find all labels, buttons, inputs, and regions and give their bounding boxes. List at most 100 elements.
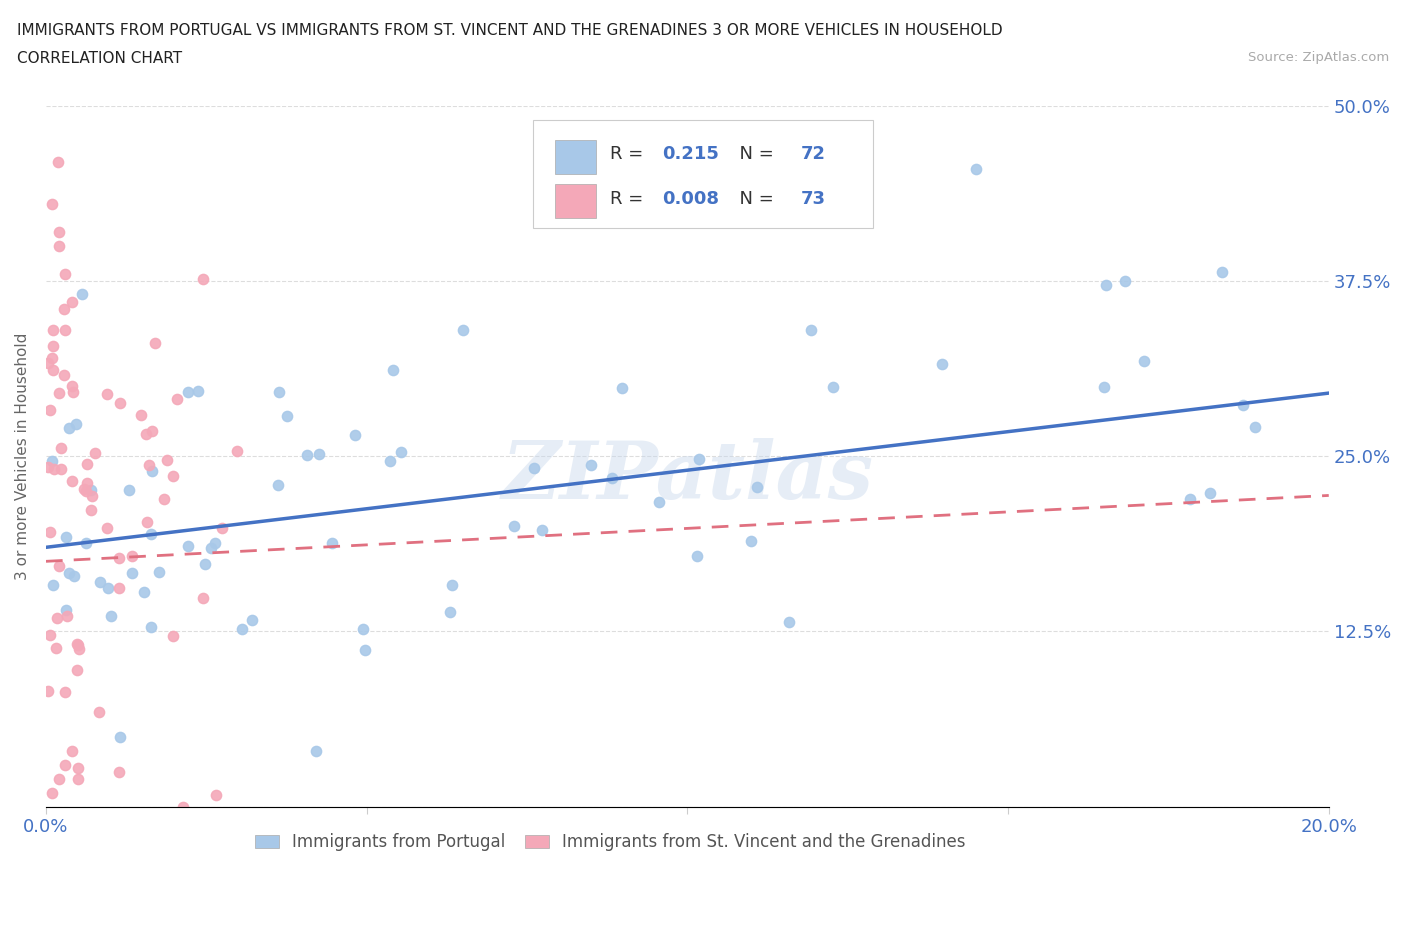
Point (45, 640, 67, 655)
Point (747, 480, 769, 495)
Point (37, 459, 59, 474)
Point (688, 451, 710, 466)
Point (67, 642, 90, 657)
Point (80, 489, 103, 504)
Point (97, 581, 120, 596)
Point (38, 525, 60, 539)
Text: R =: R = (610, 190, 650, 208)
Point (200, 540, 222, 555)
Point (389, 445, 412, 459)
Point (56, 608, 79, 623)
Point (117, 483, 139, 498)
Point (141, 619, 163, 634)
Point (177, 385, 200, 400)
Point (451, 322, 474, 337)
Point (194, 557, 217, 572)
Point (440, 578, 463, 592)
Point (1232, 398, 1254, 413)
Point (49, 441, 72, 456)
Point (55, 530, 77, 545)
Text: R =: R = (610, 145, 650, 163)
Point (187, 384, 209, 399)
Point (143, 336, 166, 351)
Point (148, 565, 170, 579)
Point (579, 458, 602, 472)
Point (610, 380, 633, 395)
Point (141, 526, 163, 541)
Point (48, 559, 70, 574)
Point (240, 613, 263, 628)
Point (49, 461, 72, 476)
Point (60, 473, 83, 488)
Point (39, 628, 62, 643)
Point (344, 428, 367, 443)
Point (53, 267, 76, 282)
Point (522, 460, 544, 475)
Point (740, 534, 762, 549)
Point (204, 536, 226, 551)
Point (75, 536, 97, 551)
Point (80, 483, 103, 498)
Point (382, 363, 405, 378)
Point (66, 662, 89, 677)
Point (84, 445, 107, 460)
Point (778, 615, 800, 630)
Point (67, 761, 90, 776)
Point (67, 638, 90, 653)
Point (41, 351, 63, 365)
Point (58, 420, 80, 435)
Point (37, 684, 59, 698)
Point (87, 704, 110, 719)
Point (191, 591, 214, 605)
Point (1092, 379, 1115, 394)
Point (191, 272, 214, 286)
Point (354, 643, 377, 658)
Point (62, 568, 84, 583)
Point (308, 446, 330, 461)
Point (136, 515, 159, 530)
Point (52, 368, 75, 383)
Point (352, 622, 374, 637)
Point (76, 475, 98, 490)
FancyBboxPatch shape (555, 140, 596, 174)
Legend: Immigrants from Portugal, Immigrants from St. Vincent and the Grenadines: Immigrants from Portugal, Immigrants fro… (249, 827, 972, 857)
Point (502, 519, 524, 534)
Point (211, 521, 233, 536)
Point (132, 584, 155, 599)
Point (600, 471, 623, 485)
Point (138, 458, 160, 472)
Point (96, 387, 118, 402)
Point (204, 788, 226, 803)
Point (1198, 485, 1220, 500)
Point (166, 392, 188, 406)
Point (172, 799, 194, 814)
Point (439, 604, 461, 619)
Point (1114, 273, 1136, 288)
Point (305, 743, 328, 758)
Point (162, 629, 184, 644)
Point (108, 581, 131, 596)
Point (162, 469, 184, 484)
Point (321, 536, 343, 551)
Text: 73: 73 (800, 190, 825, 208)
Point (60, 379, 83, 393)
Point (53, 685, 76, 700)
Point (46, 154, 69, 169)
Point (1095, 278, 1118, 293)
Point (1211, 265, 1233, 280)
Text: IMMIGRANTS FROM PORTUGAL VS IMMIGRANTS FROM ST. VINCENT AND THE GRENADINES 3 OR : IMMIGRANTS FROM PORTUGAL VS IMMIGRANTS F… (17, 23, 1002, 38)
Point (276, 408, 298, 423)
Point (62, 384, 84, 399)
Point (52, 302, 75, 317)
Point (231, 621, 253, 636)
Point (37, 356, 59, 371)
Point (129, 408, 152, 423)
Point (647, 495, 669, 510)
Point (100, 608, 122, 623)
FancyBboxPatch shape (555, 184, 596, 218)
Point (65, 636, 87, 651)
Point (1180, 492, 1202, 507)
Point (1133, 353, 1156, 368)
Point (42, 363, 65, 378)
FancyBboxPatch shape (533, 120, 873, 229)
